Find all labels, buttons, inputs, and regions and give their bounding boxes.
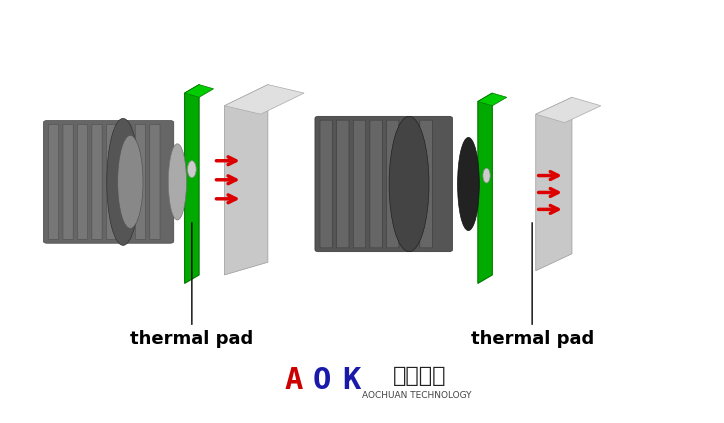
FancyBboxPatch shape bbox=[77, 124, 88, 239]
Ellipse shape bbox=[107, 118, 139, 245]
Text: thermal pad: thermal pad bbox=[471, 223, 594, 348]
Polygon shape bbox=[478, 93, 507, 106]
FancyBboxPatch shape bbox=[106, 124, 117, 239]
Polygon shape bbox=[185, 85, 199, 283]
Ellipse shape bbox=[458, 137, 479, 231]
Text: thermal pad: thermal pad bbox=[130, 223, 253, 348]
Ellipse shape bbox=[168, 144, 187, 220]
Ellipse shape bbox=[188, 161, 196, 178]
FancyBboxPatch shape bbox=[43, 121, 174, 243]
FancyBboxPatch shape bbox=[337, 120, 349, 248]
FancyBboxPatch shape bbox=[135, 124, 146, 239]
Text: AOCHUAN TECHNOLOGY: AOCHUAN TECHNOLOGY bbox=[361, 391, 471, 400]
FancyBboxPatch shape bbox=[63, 124, 73, 239]
FancyBboxPatch shape bbox=[49, 124, 59, 239]
FancyBboxPatch shape bbox=[420, 120, 432, 248]
FancyBboxPatch shape bbox=[387, 120, 399, 248]
Text: O: O bbox=[313, 366, 332, 395]
Polygon shape bbox=[478, 93, 492, 283]
FancyBboxPatch shape bbox=[315, 116, 452, 252]
FancyBboxPatch shape bbox=[320, 120, 332, 248]
Polygon shape bbox=[224, 85, 268, 275]
Polygon shape bbox=[185, 85, 214, 97]
FancyBboxPatch shape bbox=[353, 120, 366, 248]
Text: K: K bbox=[342, 366, 361, 395]
FancyBboxPatch shape bbox=[403, 120, 416, 248]
Text: 傲川科技: 傲川科技 bbox=[393, 366, 447, 387]
Polygon shape bbox=[536, 97, 572, 271]
Ellipse shape bbox=[118, 135, 143, 228]
Polygon shape bbox=[536, 97, 601, 123]
FancyBboxPatch shape bbox=[92, 124, 102, 239]
FancyBboxPatch shape bbox=[121, 124, 131, 239]
FancyBboxPatch shape bbox=[150, 124, 160, 239]
Polygon shape bbox=[224, 85, 304, 114]
Ellipse shape bbox=[389, 116, 429, 252]
Ellipse shape bbox=[483, 168, 490, 183]
FancyBboxPatch shape bbox=[370, 120, 382, 248]
Text: A: A bbox=[284, 366, 303, 395]
